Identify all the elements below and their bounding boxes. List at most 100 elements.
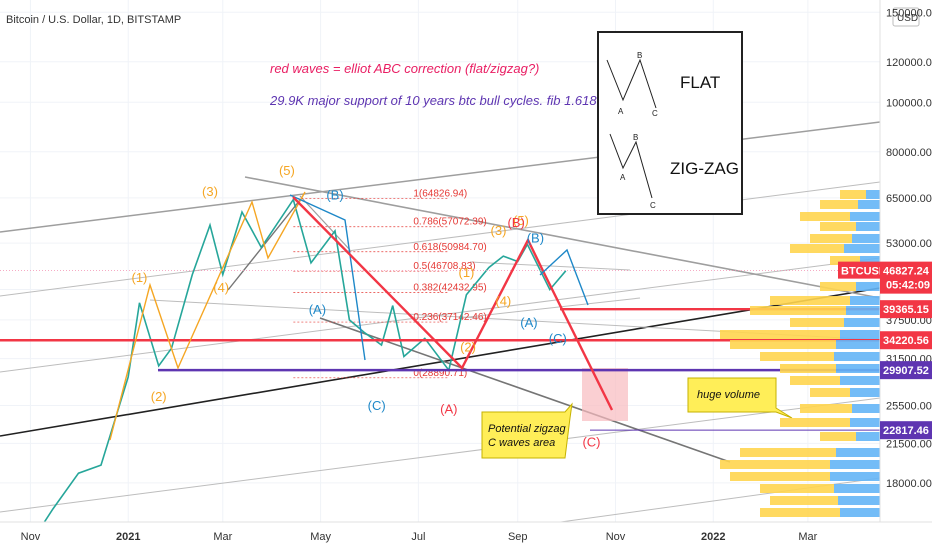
volume-bar-yellow-13 (730, 340, 836, 349)
volume-bar-blue-5 (844, 244, 880, 253)
wave-label-5: (A) (309, 302, 326, 317)
wave-label-4: (5) (279, 163, 295, 178)
x-tick-label-2: Mar (213, 531, 232, 543)
volume-bar-yellow-23 (730, 472, 830, 481)
volume-bar-blue-10 (846, 306, 880, 315)
x-tick-label-0: Nov (21, 531, 41, 543)
wave-label-14: (B) (507, 215, 524, 230)
level-tag-label-1: 34220.56 (883, 335, 929, 347)
symbol-tag-label: BTCUSD (841, 266, 887, 278)
x-tick-label-8: Mar (798, 531, 817, 543)
channel-line-5 (0, 397, 881, 513)
volume-bar-yellow-5 (790, 244, 844, 253)
wave-label-12: (4) (495, 294, 511, 309)
currency-button[interactable] (892, 7, 920, 27)
volume-bar-blue-4 (852, 234, 880, 243)
volume-bar-yellow-8 (820, 282, 856, 291)
red-abc-path (292, 196, 614, 411)
zigzag-callout[interactable]: Potential zigzag C waves area (481, 402, 573, 459)
volume-bar-yellow-26 (760, 508, 840, 517)
fib-label-4: 0.382(42432.95) (413, 283, 486, 294)
fib-label-0: 1(64826.94) (413, 188, 467, 199)
y-tick-label-2: 100000.00 (886, 97, 932, 109)
level-tags: 39365.15 34220.56 29907.52 22817.46 BTCUSD46… (838, 261, 932, 440)
zigzag-callout-box (481, 402, 573, 459)
level-tag-2 (880, 361, 932, 380)
x-tick-label-1: 2021 (116, 531, 140, 543)
last-price-label: 46827.24 (883, 266, 930, 278)
time-axis[interactable] (0, 522, 932, 550)
fib-label-6: 0(28890.71) (413, 368, 467, 379)
x-tick-label-3: May (310, 531, 331, 543)
volume-bar-blue-14 (834, 352, 880, 361)
volume-bar-blue-3 (856, 222, 880, 231)
volume-bar-blue-9 (850, 296, 880, 305)
wave-label-9: (1) (459, 265, 475, 280)
volume-bar-yellow-19 (780, 418, 850, 427)
volume-bar-yellow-4 (810, 234, 852, 243)
level-tag-label-3: 22817.46 (883, 425, 929, 437)
countdown-label: 05:42:09 (886, 280, 930, 292)
volume-bar-yellow-1 (820, 200, 858, 209)
wave-label-18: (C) (582, 435, 600, 450)
volume-bar-yellow-3 (820, 222, 856, 231)
wave-label-17: (C) (549, 331, 567, 346)
grid-lines (0, 0, 880, 522)
volume-bar-blue-15 (836, 364, 880, 373)
fib-label-3: 0.5(46708.83) (413, 261, 475, 272)
volume-bar-yellow-17 (810, 388, 850, 397)
wave-label-7: (C) (368, 398, 386, 413)
flat-pattern-icon (606, 58, 657, 109)
descending-support-line (319, 317, 731, 463)
elliott-note: red waves = elliot ABC correction (flat/… (270, 61, 539, 76)
volume-bar-blue-8 (856, 282, 880, 291)
volume-bar-blue-26 (840, 508, 880, 517)
currency-label: USD (897, 13, 918, 24)
y-tick-label-3: 80000.00 (886, 147, 932, 159)
volume-bar-yellow-10 (750, 306, 846, 315)
y-tick-label-10: 21500.00 (886, 438, 932, 450)
x-tick-label-7: 2022 (701, 531, 725, 543)
time-axis-ticks: Nov 2021 Mar May Jul Sep Nov 2022 Mar (21, 531, 818, 543)
fib-label-2: 0.618(50984.70) (413, 242, 486, 253)
volume-bar-blue-11 (844, 318, 880, 327)
volume-bar-blue-0 (866, 190, 880, 199)
volume-bar-blue-12 (840, 330, 880, 339)
wave-label-10: (2) (460, 340, 476, 355)
flat-point-a: A (618, 107, 624, 116)
wave-label-1: (2) (151, 389, 167, 404)
wave-label-13: (5) (513, 213, 529, 228)
zigzag-label: ZIG-ZAG (670, 159, 739, 178)
symbol-tag (838, 261, 880, 279)
volume-bar-blue-22 (830, 460, 880, 469)
blue-projection-path (539, 248, 589, 306)
wave-label-8: (A) (440, 401, 457, 416)
zigzag-note-line2: C waves area (488, 437, 555, 449)
wave-labels: (1) (2) (3) (4) (5) (A) (B) (C) (A) (1) (2) (3) (4) (… (132, 163, 601, 449)
volume-bar-yellow-9 (770, 296, 850, 305)
volume-bar-yellow-20 (820, 432, 856, 441)
volume-bar-blue-20 (856, 432, 880, 441)
volume-bar-yellow-25 (770, 496, 838, 505)
y-tick-label-9: 25500.00 (886, 401, 932, 413)
volume-bar-yellow-2 (800, 212, 850, 221)
volume-bar-blue-13 (836, 340, 880, 349)
y-tick-label-11: 18000.00 (886, 478, 932, 490)
wave-label-6: (B) (326, 188, 343, 203)
flat-point-b: B (637, 51, 642, 60)
wave-label-11: (3) (491, 223, 507, 238)
zigzag-point-c: C (650, 201, 656, 210)
volume-bar-blue-21 (836, 448, 880, 457)
volume-callout[interactable]: huge volume (687, 377, 793, 419)
volume-bar-yellow-16 (790, 376, 840, 385)
blue-abc-path (289, 194, 366, 361)
pattern-legend-box[interactable]: A B C FLAT A B C ZIG-ZAG (597, 31, 743, 215)
volume-bar-blue-24 (834, 484, 880, 493)
wave-label-2: (3) (202, 184, 218, 199)
price-series (29, 197, 567, 544)
volume-bar-blue-16 (840, 376, 880, 385)
support-note: 29.9K major support of 10 years btc bull… (269, 93, 597, 108)
volume-bar-yellow-24 (760, 484, 834, 493)
wave-label-15: (B) (527, 230, 544, 245)
